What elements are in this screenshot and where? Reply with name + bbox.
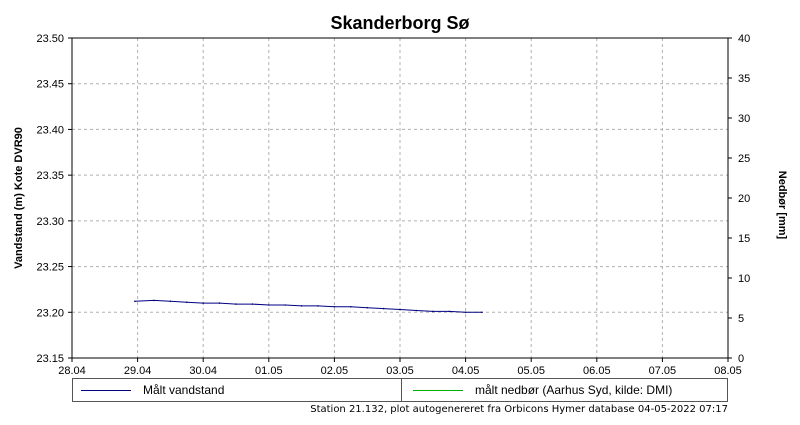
- y-tick-label: 23.40: [36, 124, 64, 136]
- data-point: [169, 300, 172, 303]
- y2-tick-label: 25: [738, 153, 750, 165]
- y2-tick-label: 20: [738, 193, 750, 205]
- axis-layer: 28.04 29.04 30.04 01.05 02.05 03.05 04.05 05.05…: [36, 33, 750, 377]
- data-point: [481, 311, 483, 314]
- y2-tick-label: 5: [738, 313, 744, 325]
- data-point: [448, 310, 451, 313]
- y-tick-label: 23.50: [36, 33, 64, 45]
- data-point: [251, 303, 254, 305]
- chart-title: Skanderborg Sø: [330, 13, 469, 33]
- y-tick-label: 23.25: [36, 262, 64, 274]
- data-point: [235, 303, 237, 305]
- y2-axis-label: Nedbør [mm]: [776, 171, 788, 240]
- x-tick-label: 04.05: [452, 365, 480, 377]
- x-tick-label: 02.05: [321, 365, 349, 377]
- data-point: [202, 302, 204, 304]
- y-tick-label: 23.45: [36, 79, 64, 91]
- data-point: [153, 299, 155, 302]
- y-tick-label: 23.35: [36, 170, 64, 182]
- data-point: [300, 305, 303, 307]
- data-point: [134, 300, 136, 303]
- data-point: [366, 306, 369, 309]
- legend-swatch-nedboer: [413, 389, 463, 391]
- y2-tick-label: 40: [738, 33, 750, 45]
- grid-layer: [72, 38, 728, 358]
- y-tick-label: 23.15: [36, 353, 64, 365]
- legend: Målt vandstand målt nedbør (Aarhus Syd, …: [72, 378, 728, 402]
- legend-label-vandstand: Målt vandstand: [143, 383, 225, 397]
- data-point: [218, 302, 221, 304]
- data-point: [415, 309, 418, 312]
- data-point: [268, 304, 270, 306]
- x-tick-label: 07.05: [649, 365, 677, 377]
- x-tick-label: 03.05: [386, 365, 414, 377]
- data-point: [333, 306, 336, 308]
- y2-tick-label: 0: [738, 353, 744, 365]
- y-tick-label: 23.30: [36, 216, 64, 228]
- x-tick-label: 28.04: [58, 365, 86, 377]
- series-line-0: [134, 299, 482, 313]
- data-point: [317, 305, 319, 307]
- series-layer: [134, 299, 483, 314]
- plot-frame: [71, 37, 729, 359]
- legend-label-nedboer: målt nedbør (Aarhus Syd, kilde: DMI): [475, 383, 673, 397]
- x-tick-label: 06.05: [583, 365, 611, 377]
- data-point: [350, 306, 352, 308]
- legend-swatch-vandstand: [81, 389, 131, 391]
- data-point: [432, 310, 434, 313]
- y-tick-label: 23.20: [36, 307, 64, 319]
- y2-tick-label: 35: [738, 73, 750, 85]
- legend-divider: [401, 379, 402, 401]
- data-point: [464, 311, 467, 314]
- x-tick-label: 01.05: [255, 365, 283, 377]
- footer-note: Station 21.132, plot autogenereret fra O…: [310, 404, 728, 415]
- data-point: [284, 304, 287, 306]
- x-tick-label: 30.04: [189, 365, 217, 377]
- x-tick-label: 29.04: [124, 365, 152, 377]
- x-tick-label: 08.05: [714, 365, 742, 377]
- legend-item-nedboer: målt nedbør (Aarhus Syd, kilde: DMI): [413, 379, 672, 401]
- y2-tick-label: 30: [738, 113, 750, 125]
- y-axis-label: Vandstand (m) Kote DVR90: [13, 127, 25, 269]
- data-point: [399, 308, 401, 311]
- y2-tick-label: 15: [738, 233, 750, 245]
- x-tick-label: 05.05: [517, 365, 545, 377]
- data-point: [382, 307, 385, 310]
- data-point: [186, 301, 188, 304]
- legend-item-vandstand: Målt vandstand: [81, 379, 224, 401]
- y2-tick-label: 10: [738, 273, 750, 285]
